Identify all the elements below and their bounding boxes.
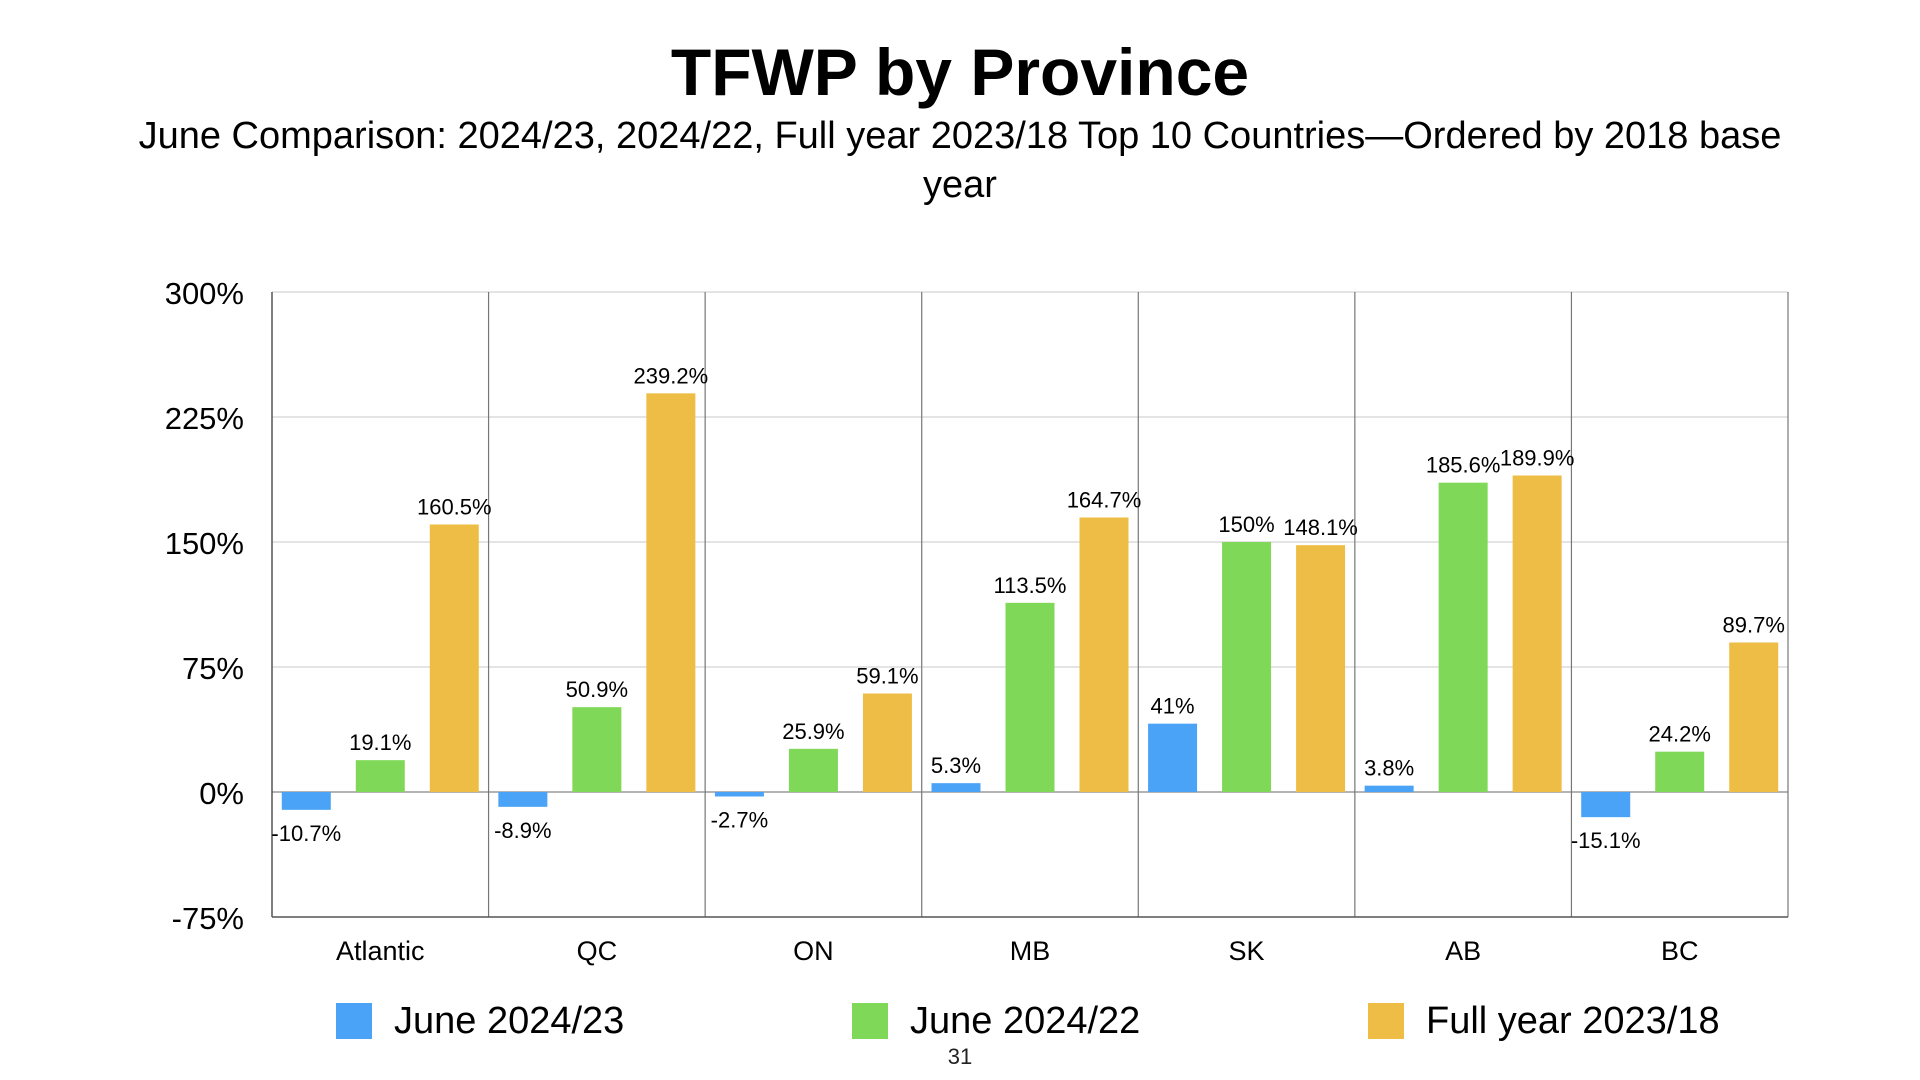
- bar: [498, 792, 548, 807]
- bar: [1364, 785, 1414, 792]
- bar: [1438, 482, 1488, 792]
- y-tick-label: 0%: [199, 776, 244, 811]
- data-label: 239.2%: [634, 363, 709, 388]
- data-label: 3.8%: [1364, 756, 1414, 781]
- data-label: 160.5%: [417, 495, 492, 520]
- chart-title: TFWP by Province: [670, 35, 1250, 109]
- legend-label: Full year 2023/18: [1426, 999, 1720, 1042]
- data-label: -8.9%: [494, 818, 551, 843]
- data-label: 189.9%: [1500, 446, 1575, 471]
- bar: [1005, 602, 1055, 792]
- data-label: -2.7%: [711, 808, 768, 833]
- legend-item-june-2024-22: June 2024/22: [852, 996, 1140, 1046]
- legend-item-full-year-2023-18: Full year 2023/18: [1368, 996, 1720, 1046]
- y-tick-label: -75%: [172, 901, 244, 936]
- bar: [572, 707, 622, 792]
- data-label: 113.5%: [994, 573, 1067, 598]
- y-tick-label: 300%: [165, 276, 244, 311]
- bar: [788, 748, 838, 792]
- y-tick-label: 225%: [165, 401, 244, 436]
- chart-subtitle: June Comparison: 2024/23, 2024/22, Full …: [138, 115, 1782, 206]
- bar: [931, 783, 981, 792]
- bar: [1296, 545, 1346, 792]
- x-tick-label: Atlantic: [336, 936, 425, 966]
- data-label: 150%: [1218, 512, 1274, 537]
- data-label: 5.3%: [931, 753, 981, 778]
- legend-swatch: [336, 1003, 372, 1039]
- data-label: 50.9%: [566, 677, 628, 702]
- data-label: 25.9%: [782, 719, 844, 744]
- legend: June 2024/23 June 2024/22 Full year 2023…: [0, 996, 1920, 1056]
- legend-swatch: [852, 1003, 888, 1039]
- page-number: 31: [947, 1044, 973, 1069]
- x-tick-label: BC: [1661, 936, 1699, 966]
- bar: [714, 792, 764, 797]
- data-label: 59.1%: [856, 664, 918, 689]
- y-tick-label: 75%: [182, 651, 244, 686]
- bar: [281, 792, 331, 810]
- x-tick-label: SK: [1229, 936, 1265, 966]
- bar: [1729, 642, 1779, 792]
- data-label: 164.7%: [1067, 488, 1142, 513]
- data-label: 148.1%: [1283, 515, 1358, 540]
- data-label: -10.7%: [271, 821, 341, 846]
- bar: [1079, 517, 1129, 792]
- bar: [1655, 751, 1705, 792]
- data-label: -15.1%: [1571, 828, 1641, 853]
- data-label: 19.1%: [349, 730, 411, 755]
- data-labels: -10.7% -8.9% -2.7% 5.3% 41% 3.8% -15.1% 19.1% 50…: [271, 363, 1784, 853]
- axes: 300% 225% 150% 75% 0% -75% Atlantic QC ON MB SK AB B…: [165, 276, 1788, 966]
- data-label: 24.2%: [1649, 722, 1711, 747]
- bar: [355, 760, 405, 792]
- x-tick-label: QC: [577, 936, 618, 966]
- x-tick-label: AB: [1445, 936, 1481, 966]
- bar: [1148, 723, 1198, 792]
- legend-label: June 2024/23: [394, 999, 625, 1042]
- bar-chart: -10.7% -8.9% -2.7% 5.3% 41% 3.8% -15.1% 19.1% 50…: [165, 276, 1789, 966]
- bar: [429, 524, 479, 792]
- data-label: 89.7%: [1723, 613, 1785, 638]
- y-tick-label: 150%: [165, 526, 244, 561]
- legend-label: June 2024/22: [910, 999, 1141, 1042]
- bar: [1581, 792, 1631, 818]
- legend-swatch: [1368, 1003, 1404, 1039]
- bar: [1512, 475, 1562, 792]
- legend-item-june-2024-23: June 2024/23: [336, 996, 624, 1046]
- x-tick-label: ON: [793, 936, 834, 966]
- bar: [1222, 542, 1272, 792]
- data-label: 41%: [1151, 694, 1195, 719]
- data-label: 185.6%: [1426, 453, 1501, 478]
- x-tick-label: MB: [1010, 936, 1051, 966]
- bar: [862, 693, 912, 792]
- bar: [646, 393, 696, 792]
- bars: [281, 393, 1779, 818]
